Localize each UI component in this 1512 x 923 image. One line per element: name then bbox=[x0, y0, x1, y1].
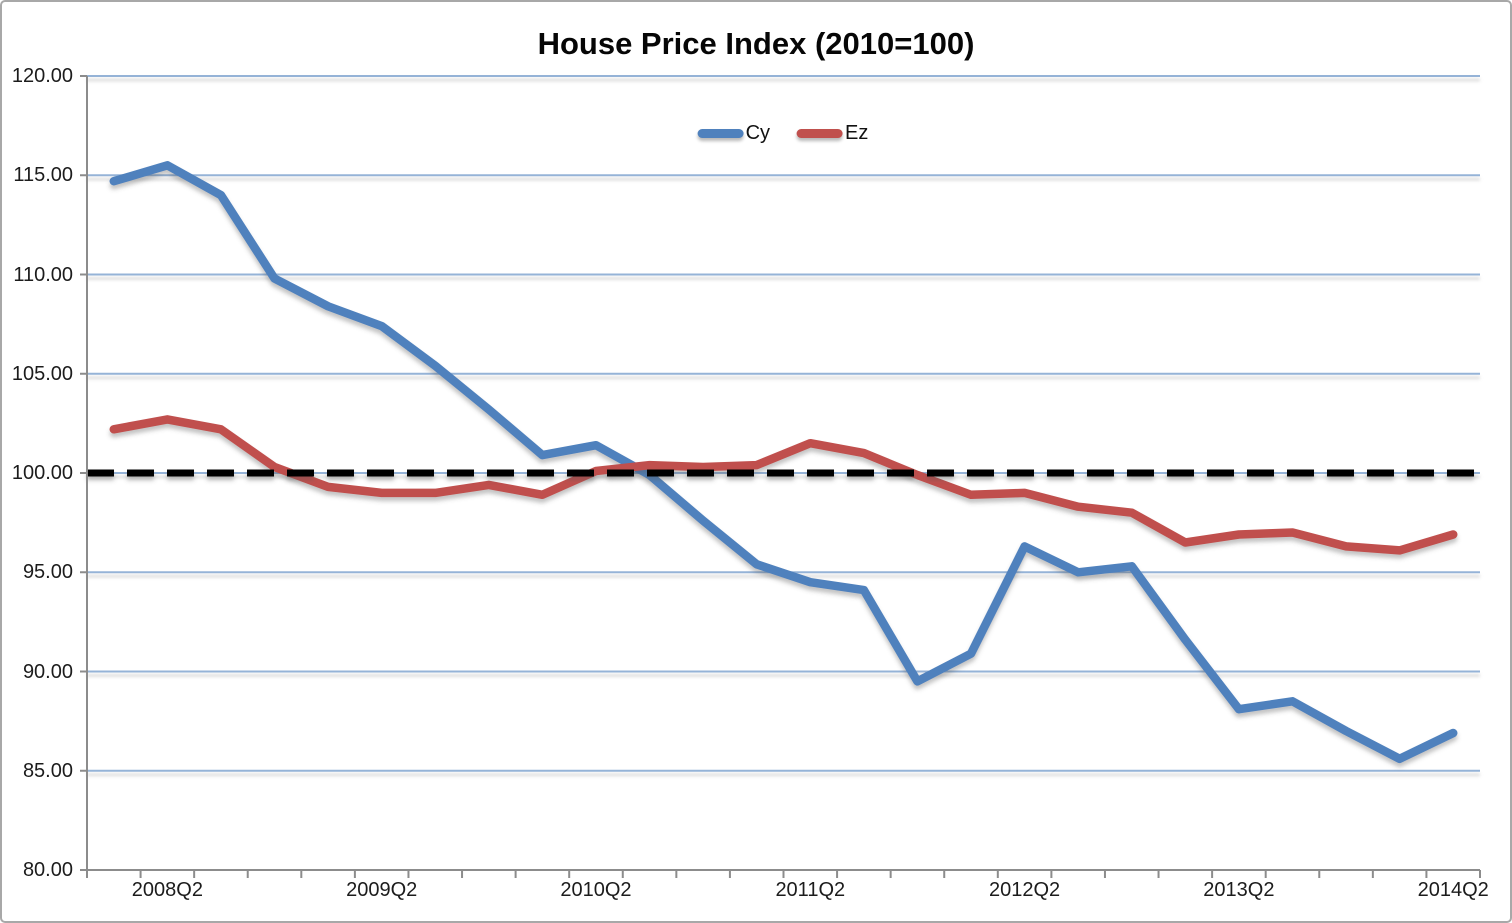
legend-item-ez: Ez bbox=[797, 122, 868, 145]
ez-series-line bbox=[109, 415, 1458, 555]
ez-legend-label: Ez bbox=[845, 122, 869, 144]
cy-series-line bbox=[109, 161, 1458, 764]
axes bbox=[80, 75, 1481, 878]
gridlines bbox=[87, 75, 1480, 772]
chart-title: House Price Index (2010=100) bbox=[537, 26, 975, 61]
cy-legend-label: Cy bbox=[745, 122, 771, 144]
cy-legend-swatch bbox=[697, 129, 744, 138]
ez-legend-swatch bbox=[797, 129, 844, 138]
legend: Cy Ez bbox=[697, 122, 868, 145]
legend-item-cy: Cy bbox=[697, 122, 771, 145]
